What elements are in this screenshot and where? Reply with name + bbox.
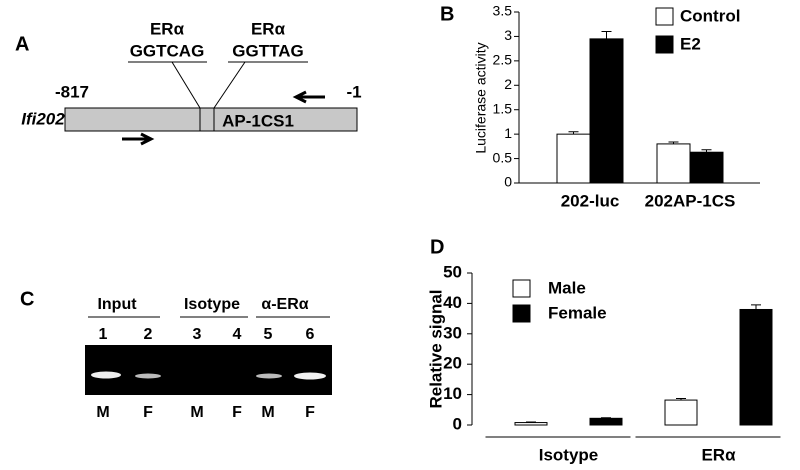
charts: B Luciferase activity 0 0.5 1 1.5 2 2.5 3 3.5 202-… [426, 3, 781, 464]
lane-number: 1 [99, 326, 108, 343]
legend-swatch [512, 279, 531, 298]
lane-sex: F [305, 404, 315, 421]
error-bar [668, 141, 679, 144]
panel-a: A ERα GGTCAG ERα GGTTAG -817 -1 Ifi202 A… [15, 19, 362, 146]
site-sequence: GGTCAG [130, 41, 205, 60]
primer-arrow [122, 132, 155, 146]
primer-arrow [292, 90, 325, 104]
y-tick-label: 20 [443, 354, 462, 373]
y-tick-label: 0.5 [493, 149, 513, 165]
error-bar [601, 417, 611, 419]
lane-sex: M [96, 404, 109, 421]
error-bar [526, 421, 536, 423]
lane-number: 4 [233, 326, 242, 343]
site-sequence: GGTTAG [232, 41, 303, 60]
band [91, 371, 121, 379]
gel [85, 345, 332, 395]
lane-sex: M [190, 404, 203, 421]
lane-number: 5 [264, 326, 273, 343]
lane-number: 2 [144, 326, 153, 343]
promoter [64, 107, 358, 132]
bar [664, 399, 698, 426]
y-tick-label: 1.5 [493, 100, 513, 116]
y-tick-label: 2.5 [493, 52, 513, 68]
panel-c: C Input Isotype α-ERα 1 M 2 F 3 M 4 F 5 M 6 F [20, 288, 332, 421]
legend-label: Control [680, 6, 740, 25]
y-tick-label: 3 [504, 27, 512, 43]
y-tick-label: 50 [443, 262, 462, 281]
legend-swatch [655, 7, 674, 26]
error-bar [701, 149, 712, 153]
error-bar [601, 31, 612, 39]
group-label: α-ERα [261, 296, 308, 313]
connector [171, 61, 201, 109]
group-label: Input [97, 296, 137, 313]
site-name: ERα [251, 19, 286, 38]
y-tick-label: 3.5 [493, 3, 513, 19]
y-tick-label: 30 [443, 323, 462, 342]
band [256, 373, 282, 379]
y-tick-label: 2 [504, 76, 512, 92]
legend-swatch [655, 35, 674, 54]
gene-label: Ifi202 [21, 109, 65, 128]
x-tick-label: ERα [701, 445, 736, 464]
error-bar [751, 304, 761, 310]
group-label: Isotype [184, 296, 240, 313]
band [294, 372, 326, 380]
y-axis-label: Relative signal [426, 289, 445, 408]
connector [213, 61, 246, 109]
lane-sex: F [232, 404, 242, 421]
legend-label: Male [548, 278, 586, 297]
bar [739, 308, 773, 426]
panel-label: A [15, 33, 29, 55]
bar [589, 38, 624, 184]
bar [689, 151, 724, 184]
lanes: 1 M 2 F 3 M 4 F 5 M 6 F [96, 326, 315, 421]
legend-label: Female [548, 303, 607, 322]
lane-number: 6 [306, 326, 315, 343]
y-tick-label: 0 [504, 174, 512, 190]
error-bar [568, 131, 579, 135]
x-tick-label: Isotype [539, 445, 599, 464]
x-tick-label: 202-luc [561, 191, 620, 210]
panel-label: C [20, 288, 34, 310]
y-tick-label: 0 [453, 414, 462, 433]
start-label: -817 [55, 82, 89, 101]
element-label: AP-1CS1 [222, 111, 294, 130]
y-axis-label: Luciferase activity [473, 42, 489, 153]
lane-sex: M [261, 404, 274, 421]
bar [589, 417, 623, 426]
panel-label: B [440, 3, 454, 25]
site-name: ERα [150, 19, 185, 38]
x-tick-label: 202AP-1CS [645, 191, 736, 210]
y-tick-label: 1 [504, 125, 512, 141]
panel-label: D [430, 236, 444, 258]
error-bar [676, 398, 686, 401]
y-tick-label: 40 [443, 293, 462, 312]
lane-number: 3 [193, 326, 202, 343]
bar [514, 422, 548, 426]
bar [556, 133, 591, 184]
band [135, 373, 161, 379]
bar [656, 143, 691, 184]
end-label: -1 [346, 82, 361, 101]
legend-label: E2 [680, 34, 701, 53]
lane-sex: F [143, 404, 153, 421]
legend-swatch [512, 304, 531, 323]
y-tick-label: 10 [443, 384, 462, 403]
